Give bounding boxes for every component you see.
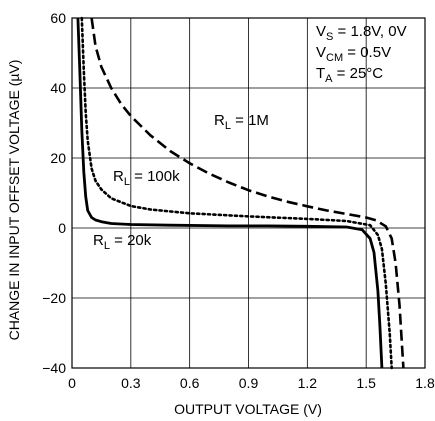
x-tick-labels: 0 0.3 0.6 0.9 1.2 1.5 1.8 [68,375,435,391]
grid [72,18,425,368]
series-line-100k [80,16,394,370]
plot-frame [71,17,426,369]
y-tick-label: −20 [42,290,66,306]
series-line-1m [90,17,405,369]
x-tick-label: 0.9 [239,375,259,391]
y-tick-label: 20 [50,150,66,166]
condition-supply: VS = 1.8V, 0V [316,23,407,43]
x-tick-label: 1.8 [415,375,435,391]
x-tick-label: 0 [68,375,76,391]
x-tick-label: 0.6 [180,375,200,391]
series-label-1m: RL = 1M [214,112,269,132]
series-label-20k: RL = 20k [93,232,152,252]
y-tick-label: −40 [42,360,66,376]
x-tick-label: 1.2 [298,375,318,391]
x-tick-label: 1.5 [356,375,376,391]
y-tick-label: 40 [50,80,66,96]
y-tick-label: 60 [50,10,66,26]
y-tick-label: 0 [58,220,66,236]
condition-common-mode: VCM = 0.5V [316,44,391,64]
y-axis-title: CHANGE IN INPUT OFFSET VOLTAGE (µV) [6,60,22,341]
test-conditions: VS = 1.8V, 0V VCM = 0.5V TA = 25°C [316,23,407,85]
x-tick-label: 0.3 [121,375,141,391]
series-label-100k: RL = 100k [113,168,180,188]
series-line-20k [76,17,384,369]
series-lines [76,16,405,370]
y-tick-labels: 60 40 20 0 −20 −40 [42,10,66,376]
x-axis-title: OUTPUT VOLTAGE (V) [174,401,322,417]
condition-temperature: TA = 25°C [316,65,383,85]
